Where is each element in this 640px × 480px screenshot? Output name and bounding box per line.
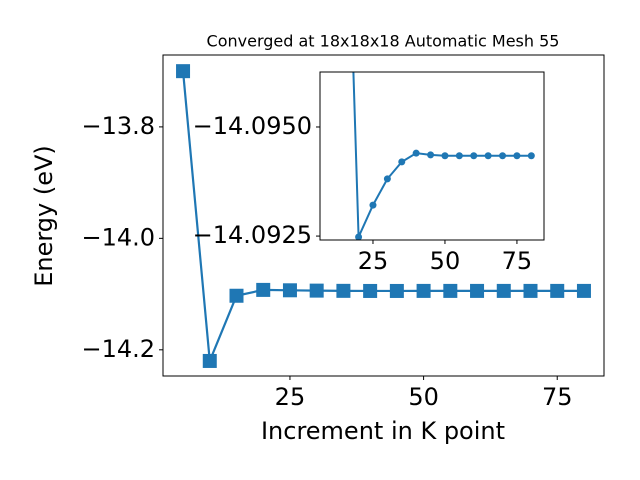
- marker: [499, 152, 507, 160]
- marker: [229, 288, 244, 303]
- marker: [389, 283, 404, 298]
- y-tick-label: −13.8: [81, 112, 155, 140]
- y-axis-label: Energy (eV): [30, 145, 58, 287]
- marker: [576, 283, 591, 298]
- chart-title: Converged at 18x18x18 Automatic Mesh 55: [207, 32, 560, 51]
- marker: [282, 283, 297, 298]
- marker: [427, 151, 435, 159]
- marker: [523, 283, 538, 298]
- x-tick-label: 25: [358, 247, 389, 275]
- marker: [470, 283, 485, 298]
- axes-frame: [319, 71, 545, 241]
- marker: [550, 283, 565, 298]
- plot-series: [176, 64, 591, 368]
- marker: [513, 152, 521, 160]
- marker: [336, 283, 351, 298]
- marker: [369, 201, 377, 209]
- marker: [443, 283, 458, 298]
- x-tick-label: 50: [408, 383, 439, 411]
- marker: [484, 152, 492, 160]
- marker: [202, 353, 217, 368]
- marker: [496, 283, 511, 298]
- x-tick-label: 25: [275, 383, 306, 411]
- marker: [527, 152, 535, 160]
- marker: [416, 283, 431, 298]
- marker: [470, 152, 478, 160]
- series-line: [181, 71, 584, 362]
- y-tick-label: −14.0: [81, 223, 155, 251]
- marker: [355, 233, 363, 240]
- y-tick-label: −14.0925: [193, 221, 312, 249]
- marker: [398, 158, 406, 166]
- marker: [441, 152, 449, 160]
- axes-frame: [162, 54, 605, 377]
- x-tick-label: 50: [430, 247, 461, 275]
- marker: [176, 64, 191, 79]
- y-tick-label: −14.0950: [193, 112, 312, 140]
- x-tick-label: 75: [502, 247, 533, 275]
- x-tick-label: 75: [542, 383, 573, 411]
- marker: [383, 175, 391, 183]
- x-axis-label: Increment in K point: [261, 417, 505, 445]
- marker: [455, 152, 463, 160]
- marker: [412, 149, 420, 157]
- marker: [256, 282, 271, 297]
- plot-series: [352, 72, 535, 240]
- marker: [309, 283, 324, 298]
- marker: [363, 283, 378, 298]
- y-tick-label: −14.2: [81, 335, 155, 363]
